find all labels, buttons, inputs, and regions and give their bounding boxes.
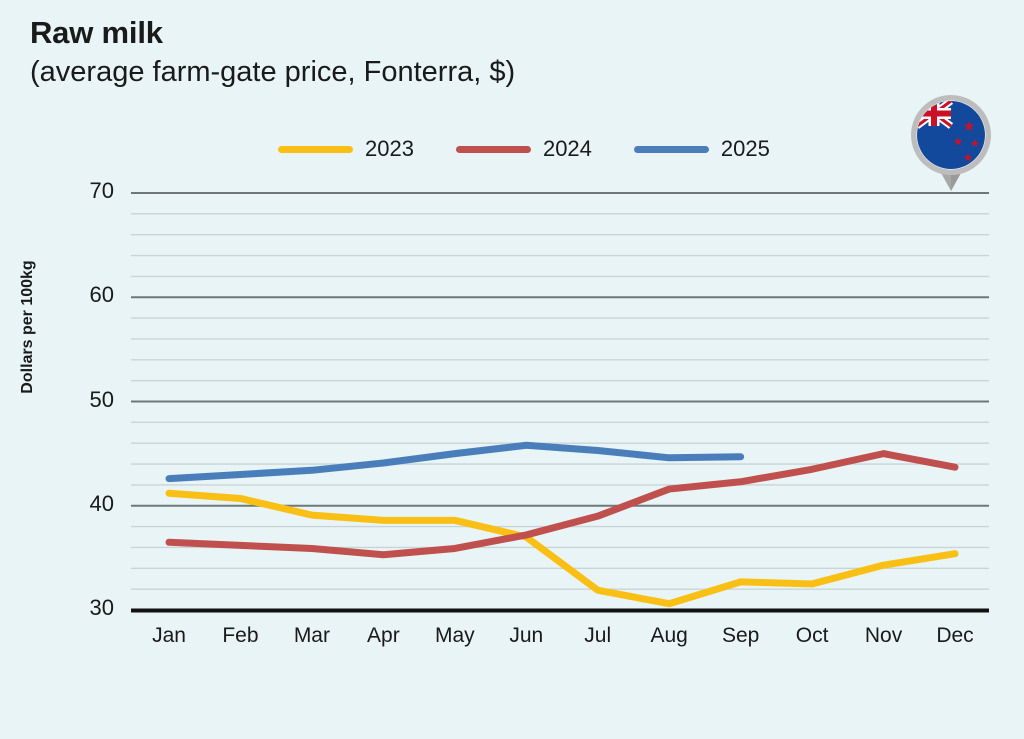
series-line-2025	[165, 441, 745, 483]
legend-label-2024: 2024	[542, 136, 592, 161]
x-tick-label-mar: Mar	[293, 624, 330, 647]
chart-series-lines	[165, 441, 959, 608]
y-tick-label: 50	[89, 386, 114, 412]
series-line-2024	[165, 450, 959, 559]
new-zealand-flag-map-pin-icon	[911, 95, 991, 191]
legend-item-2024[interactable]: 2024	[455, 136, 592, 162]
x-tick-label-feb: Feb	[222, 624, 259, 647]
x-tick-label-dec: Dec	[936, 624, 974, 647]
chart-title: Raw milk	[30, 15, 163, 50]
x-tick-label-jan: Jan	[152, 624, 186, 647]
x-tick-label-apr: Apr	[367, 624, 400, 647]
x-tick-label-jul: Jul	[584, 624, 612, 647]
y-tick-label: 60	[89, 282, 114, 308]
x-tick-label-may: May	[434, 624, 475, 647]
series-line-2023	[165, 489, 959, 608]
y-tick-label: 30	[89, 595, 114, 620]
chart-header: Raw milk (average farm-gate price, Fonte…	[30, 15, 870, 90]
y-axis-title: Dollars per 100kg	[19, 260, 36, 394]
legend-item-2025[interactable]: 2025	[633, 136, 770, 162]
chart-subtitle: (average farm-gate price, Fonterra, $)	[30, 55, 516, 88]
x-tick-label-aug: Aug	[650, 624, 688, 647]
x-tick-label-oct: Oct	[795, 624, 829, 647]
legend-swatch-2025	[633, 145, 709, 153]
legend-label-2023: 2023	[365, 136, 414, 161]
x-tick-label-sep: Sep	[721, 624, 760, 647]
legend-label-2025: 2025	[720, 136, 770, 161]
legend-item-2023[interactable]: 2023	[278, 136, 414, 162]
legend-swatch-2024	[455, 145, 531, 153]
chart-gridlines	[131, 192, 989, 590]
y-tick-label: 70	[89, 178, 114, 203]
x-tick-label-nov: Nov	[864, 624, 903, 647]
chart-legend: 2023 2024 2025	[278, 136, 770, 162]
y-tick-label: 40	[89, 490, 114, 516]
legend-swatch-2023	[278, 145, 353, 153]
x-tick-label-jun: Jun	[509, 624, 544, 647]
